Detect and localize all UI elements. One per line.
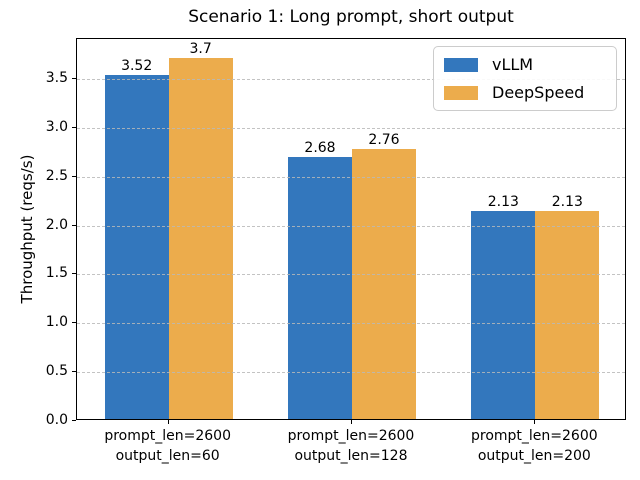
- ytick-label-1.5: 1.5: [45, 265, 68, 282]
- xtick-label-line: output_len=60: [115, 448, 220, 465]
- ytick-mark-3.5: [72, 78, 76, 80]
- ytick-mark-1.5: [72, 273, 76, 275]
- bar-value-label-deepspeed-group-2: 2.76: [368, 132, 400, 149]
- bar-value-label-deepspeed-group-3: 2.13: [551, 193, 583, 210]
- bar-deepspeed-group-3: [535, 210, 600, 419]
- ytick-mark-2.5: [72, 175, 76, 177]
- ytick-label-0.0: 0.0: [45, 412, 68, 428]
- legend-label-deepspeed: DeepSpeed: [492, 83, 585, 102]
- ytick-label-3.0: 3.0: [45, 118, 68, 135]
- xtick-label-group-3: prompt_len=2600 output_len=200: [424, 426, 640, 467]
- y-axis-label: Throughput (reqs/s): [18, 154, 36, 304]
- bar-vllm-group-2: [288, 157, 352, 419]
- gridline-y-1.5: [77, 274, 625, 276]
- xtick-label-line: prompt_len=2600: [104, 428, 231, 444]
- ytick-mark-0.5: [72, 371, 76, 373]
- legend-item-vllm: vLLM: [444, 55, 606, 74]
- gridline-y-3.5: [77, 79, 625, 81]
- gridline-y-1.0: [77, 323, 625, 325]
- chart-title: Scenario 1: Long prompt, short output: [188, 7, 514, 27]
- xtick-mark-group-2: [351, 420, 352, 424]
- bar-value-label-vllm-group-3: 2.13: [487, 193, 519, 210]
- bar-value-label-deepspeed-group-1: 3.7: [189, 40, 212, 57]
- xtick-label-group-2: prompt_len=2600 output_len=128: [241, 426, 461, 467]
- xtick-label-line: output_len=128: [294, 448, 408, 465]
- xtick-label-group-1: prompt_len=2600 output_len=60: [58, 426, 278, 467]
- ytick-mark-1.0: [72, 322, 76, 324]
- gridline-y-2.0: [77, 225, 625, 227]
- ytick-mark-2.0: [72, 224, 76, 226]
- bar-deepspeed-group-1: [168, 57, 233, 419]
- ytick-mark-3.0: [72, 126, 76, 128]
- legend-label-vllm: vLLM: [492, 55, 534, 74]
- legend-swatch-deepspeed: [444, 85, 478, 100]
- ytick-label-2.0: 2.0: [45, 216, 68, 233]
- bar-deepspeed-group-2: [352, 149, 416, 419]
- legend-swatch-vllm: [444, 57, 478, 72]
- legend: vLLM DeepSpeed: [433, 46, 617, 111]
- ytick-mark-0.0: [72, 420, 76, 421]
- bar-value-label-vllm-group-2: 2.68: [304, 140, 336, 157]
- legend-item-deepspeed: DeepSpeed: [444, 83, 606, 102]
- gridline-y-2.5: [77, 176, 625, 178]
- bar-vllm-group-3: [471, 210, 536, 419]
- xtick-label-line: output_len=200: [477, 448, 591, 465]
- ytick-label-1.0: 1.0: [45, 314, 68, 331]
- xtick-label-line: prompt_len=2600: [287, 428, 415, 444]
- xtick-label-line: prompt_len=2600: [471, 428, 598, 444]
- ytick-label-3.5: 3.5: [45, 70, 68, 87]
- gridline-y-0.5: [77, 372, 625, 374]
- gridline-y-3.0: [77, 127, 625, 129]
- xtick-mark-group-1: [167, 420, 169, 424]
- ytick-label-0.5: 0.5: [45, 363, 68, 380]
- ytick-label-2.5: 2.5: [45, 167, 68, 184]
- xtick-mark-group-3: [534, 420, 536, 424]
- bar-vllm-group-1: [104, 75, 169, 419]
- bar-value-label-vllm-group-1: 3.52: [121, 58, 153, 75]
